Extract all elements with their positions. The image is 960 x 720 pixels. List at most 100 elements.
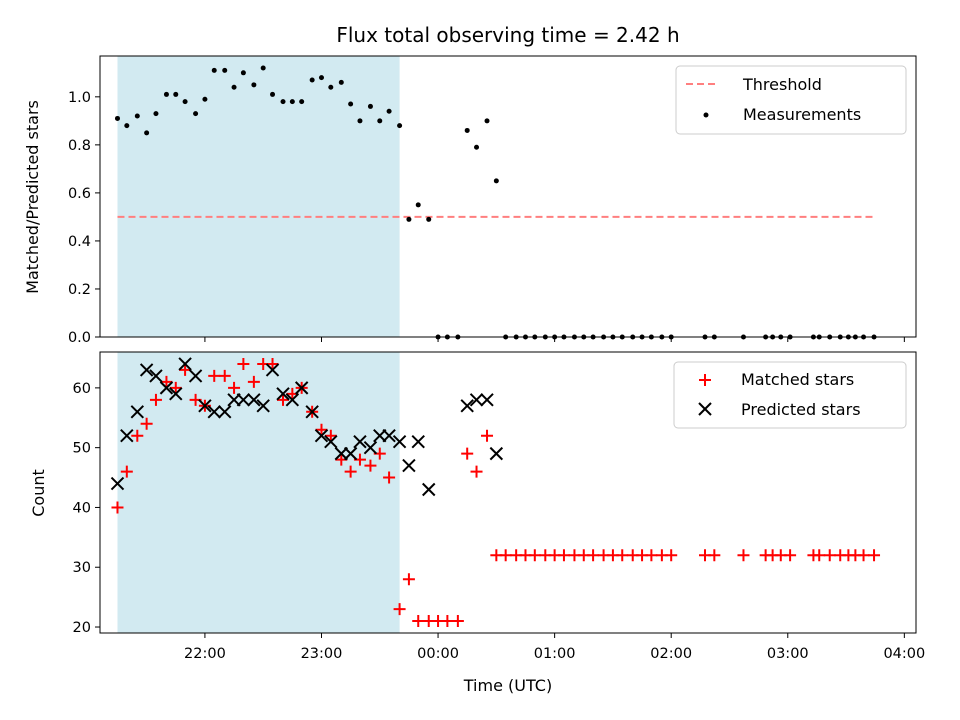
matched-star-point xyxy=(451,615,464,628)
predicted-star-point xyxy=(314,428,329,443)
predicted-star-point xyxy=(169,387,183,401)
predicted-star-point xyxy=(343,446,358,461)
measurement-point xyxy=(357,118,363,124)
matched-star-point xyxy=(140,417,153,430)
predicted-star-point xyxy=(469,393,484,407)
matched-star-point xyxy=(616,549,629,562)
y-tick-label: 40 xyxy=(73,500,91,516)
matched-star-point xyxy=(813,549,826,562)
x-tick-label: 02:00 xyxy=(650,646,692,662)
matched-star-point xyxy=(364,459,377,472)
matched-star-point xyxy=(131,429,144,442)
measurement-point xyxy=(231,84,237,90)
measurements-legend-swatch xyxy=(703,112,709,118)
matched-star-point xyxy=(645,549,658,562)
predicted-star-point xyxy=(324,434,338,449)
matched-star-point xyxy=(149,393,162,406)
measurement-point xyxy=(289,99,295,105)
predicted-star-point xyxy=(130,405,145,419)
matched-star-point xyxy=(393,603,406,616)
measurement-point xyxy=(377,118,383,124)
count-y-axis-label: Count xyxy=(29,469,48,517)
predicted-star-point xyxy=(198,399,212,413)
matched-star-point xyxy=(179,363,192,376)
measurement-point xyxy=(426,216,432,222)
measurement-point xyxy=(280,99,286,105)
predicted-star-point xyxy=(139,363,154,377)
measurement-point xyxy=(134,113,140,119)
matched-star-point xyxy=(344,465,357,478)
count-legend-box xyxy=(673,361,907,429)
measurement-point xyxy=(260,65,266,71)
measurement-point xyxy=(144,130,150,136)
matched-star-point xyxy=(315,423,328,436)
predicted-legend-swatch xyxy=(698,402,712,416)
measurement-point xyxy=(193,111,199,117)
predicted-star-point xyxy=(178,357,192,371)
y-tick-label: 50 xyxy=(73,441,91,457)
y-tick-label: 0.8 xyxy=(68,138,91,154)
predicted-star-point xyxy=(247,393,261,407)
matched-star-point xyxy=(868,549,881,562)
measurement-point xyxy=(153,111,159,117)
predicted-star-point xyxy=(402,458,416,473)
count-legend: Matched stars Predicted stars xyxy=(673,361,907,429)
y-tick-label: 20 xyxy=(73,620,91,636)
measurement-point xyxy=(270,91,276,97)
measurement-point xyxy=(309,77,315,83)
matched-star-point xyxy=(470,465,483,478)
predicted-star-point xyxy=(294,381,309,395)
x-tick-label: 22:00 xyxy=(184,646,226,662)
predicted-star-point xyxy=(489,446,504,461)
ratio-legend: Threshold Measurements xyxy=(675,65,907,135)
y-tick-label: 30 xyxy=(73,560,91,576)
matched-star-point xyxy=(528,549,541,562)
y-tick-label: 1.0 xyxy=(68,90,91,106)
measurement-point xyxy=(493,178,499,184)
matched-star-point xyxy=(228,381,241,394)
matched-star-point xyxy=(120,465,133,478)
count-panel-frame xyxy=(99,351,917,634)
predicted-star-point xyxy=(265,363,280,377)
matched-star-point xyxy=(823,549,836,562)
threshold-legend-label: Threshold xyxy=(742,75,822,94)
predicted-star-point xyxy=(120,428,134,443)
predicted-star-point xyxy=(256,399,270,413)
observing-window-band xyxy=(117,56,400,337)
y-tick-label: 0.2 xyxy=(68,282,91,298)
matched-star-point xyxy=(412,615,425,628)
matched-star-point xyxy=(277,393,290,406)
predicted-star-point xyxy=(363,440,378,455)
measurement-point xyxy=(474,144,480,150)
observing-window-band xyxy=(117,352,400,633)
measurement-point xyxy=(163,91,169,97)
matched-star-point xyxy=(461,447,474,460)
matched-star-point xyxy=(247,375,260,388)
measurement-point xyxy=(173,91,179,97)
predicted-star-point xyxy=(285,393,300,407)
matched-star-point xyxy=(402,573,415,586)
measurement-point xyxy=(464,127,470,133)
measurement-point xyxy=(211,67,217,73)
predicted-star-point xyxy=(305,405,319,419)
matched-star-point xyxy=(587,549,600,562)
matched-star-point xyxy=(266,357,279,370)
predicted-star-point xyxy=(188,369,203,383)
matched-star-point xyxy=(111,501,124,514)
measurement-point xyxy=(338,79,344,85)
matched-star-point xyxy=(208,369,221,382)
matched-legend-label: Matched stars xyxy=(741,370,854,389)
matched-star-point xyxy=(665,549,678,562)
matched-star-point xyxy=(237,357,250,370)
y-tick-label: 0.4 xyxy=(68,234,91,250)
measurement-point xyxy=(299,99,305,105)
ratio-legend-box xyxy=(675,65,907,135)
x-axis-label: Time (UTC) xyxy=(463,676,552,695)
predicted-star-point xyxy=(236,393,251,407)
measurement-point xyxy=(415,202,421,208)
measurement-point xyxy=(222,67,228,73)
predicted-legend-label: Predicted stars xyxy=(741,400,861,419)
measurements-legend-label: Measurements xyxy=(743,105,861,124)
measurement-point xyxy=(182,99,188,105)
matched-star-point xyxy=(441,615,454,628)
